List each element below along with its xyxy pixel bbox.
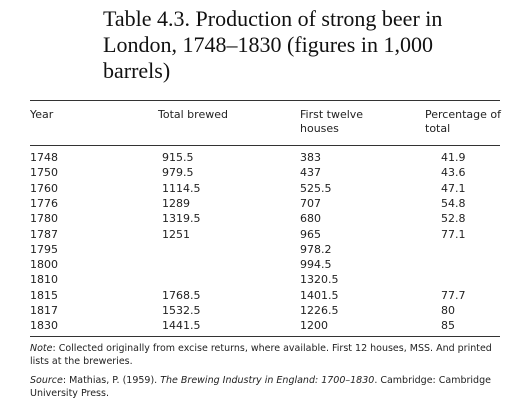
table-cell: 1441.5 <box>162 319 201 333</box>
table-cell: 85 <box>441 319 455 333</box>
table-cell: 1289 <box>162 196 190 210</box>
row-year: 1795 <box>30 242 58 256</box>
table-cell: 1532.5 <box>162 304 201 317</box>
row-year: 1800 <box>30 258 58 272</box>
table-cell: 47.1 <box>441 181 466 195</box>
table-cell: 437 <box>300 166 321 180</box>
table-cell: 1319.5 <box>162 212 201 226</box>
column-header: Percentage of total <box>425 108 501 135</box>
row-year: 1750 <box>30 166 58 180</box>
table-cell: 965 <box>300 227 321 241</box>
table-cell: 1768.5 <box>162 288 201 302</box>
row-year: 1830 <box>30 319 58 333</box>
table-note: Note: Collected originally from excise r… <box>30 342 505 368</box>
source-book: The Brewing Industry in England: 1700–18… <box>160 375 375 386</box>
source-label: Source <box>30 375 63 386</box>
table-cell: 77.7 <box>441 288 466 302</box>
header-rule <box>30 145 500 146</box>
row-year: 1780 <box>30 212 58 226</box>
table-cell: 1114.5 <box>162 181 201 195</box>
top-rule <box>30 100 500 101</box>
table-cell: 80 <box>441 304 455 317</box>
table-cell: 978.2 <box>300 242 332 256</box>
row-year: 1760 <box>30 181 58 195</box>
source-publisher: . Cambridge: Cambridge University Press. <box>30 375 491 399</box>
row-year: 1815 <box>30 288 58 302</box>
table-cell: 41.9 <box>441 151 466 164</box>
row-year: 1776 <box>30 196 58 210</box>
table-cell: 54.8 <box>441 196 466 210</box>
column-header: First twelve houses <box>300 108 364 135</box>
row-year: 1787 <box>30 227 58 241</box>
column-header: Year <box>30 108 54 121</box>
table-cell: 1401.5 <box>300 288 339 302</box>
table-cell: 707 <box>300 196 321 210</box>
bottom-rule <box>30 336 500 337</box>
table-cell: 77.1 <box>441 227 466 241</box>
row-year: 1817 <box>30 304 58 317</box>
table-cell: 1251 <box>162 227 190 241</box>
table-title: Table 4.3. Production of strong beer in … <box>103 6 443 83</box>
table-cell: 680 <box>300 212 321 226</box>
note-text: : Collected originally from excise retur… <box>30 343 492 367</box>
table-cell: 52.8 <box>441 212 466 226</box>
table-cell: 43.6 <box>441 166 466 180</box>
table-cell: 1226.5 <box>300 304 339 317</box>
table-source: Source: Mathias, P. (1959). The Brewing … <box>30 374 505 400</box>
table-cell: 979.5 <box>162 166 194 180</box>
table-cell: 383 <box>300 151 321 164</box>
table-cell: 525.5 <box>300 181 332 195</box>
note-label: Note <box>30 343 53 354</box>
table-cell: 994.5 <box>300 258 332 272</box>
row-year: 1810 <box>30 273 58 287</box>
column-header: Total brewed <box>158 108 228 121</box>
table-cell: 915.5 <box>162 151 194 164</box>
table-cell: 1200 <box>300 319 328 333</box>
row-year: 1748 <box>30 151 58 164</box>
source-author: : Mathias, P. (1959). <box>62 375 161 386</box>
table-cell: 1320.5 <box>300 273 339 287</box>
